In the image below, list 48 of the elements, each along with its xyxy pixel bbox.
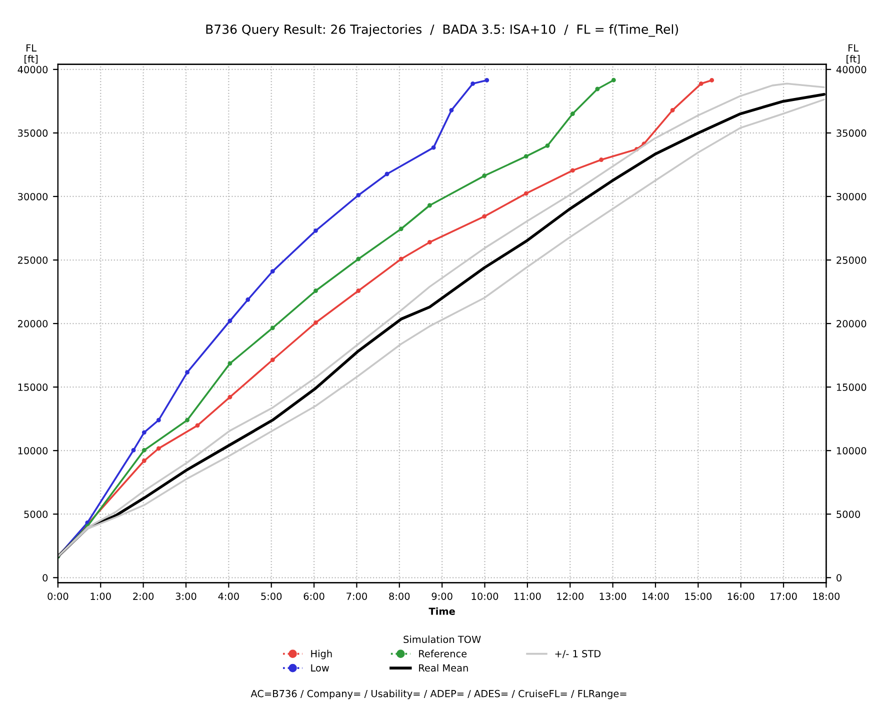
y2-tick-label: 10000 <box>836 447 866 454</box>
y-axis-title: FL [ft] <box>24 44 38 64</box>
y2-tick-label: 15000 <box>836 384 866 391</box>
x-tick-label: 12:00 <box>557 592 584 600</box>
y-tick-label: 30000 <box>18 192 48 200</box>
x-tick-label: 2:00 <box>133 592 154 600</box>
x-axis-title: Time <box>428 607 455 615</box>
y2-axis-title: FL [ft] <box>846 44 860 64</box>
y-tick-label: 25000 <box>18 256 48 264</box>
y-tick-label: 5000 <box>24 510 48 518</box>
x-tick-label: 1:00 <box>90 592 111 600</box>
y2-tick-label: 30000 <box>836 192 866 200</box>
x-tick-label: 18:00 <box>813 592 840 600</box>
y2-tick-label: 25000 <box>836 256 866 264</box>
x-tick-label: 6:00 <box>304 592 324 600</box>
legend-label: High <box>311 650 332 660</box>
x-tick-label: 17:00 <box>770 592 797 600</box>
x-tick-label: 16:00 <box>728 592 754 600</box>
x-tick-label: 5:00 <box>261 592 282 600</box>
x-tick-label: 4:00 <box>218 592 239 600</box>
y-tick-label: 10000 <box>18 447 48 454</box>
x-tick-label: 11:00 <box>514 592 541 600</box>
y-tick-label: 20000 <box>18 320 48 328</box>
x-tick-label: 3:00 <box>176 592 196 600</box>
x-tick-label: 8:00 <box>389 592 410 600</box>
chart-title: B736 Query Result: 26 Trajectories / BADA 3.5: ISA+10 / FL = f(Time_Rel) <box>206 24 678 37</box>
y2-tick-label: 20000 <box>836 320 866 328</box>
y-tick-label: 0 <box>42 574 48 582</box>
x-tick-label: 9:00 <box>432 592 452 600</box>
text: AC=B736 / Company= / Usability= / ADEP= / ADES= / CruiseFL= / FLRange= <box>250 690 626 700</box>
y2-tick-label: 5000 <box>836 510 860 518</box>
legend-label: +/- 1 STD <box>555 650 601 658</box>
y2-tick-label: 0 <box>836 574 842 582</box>
legend-label: Real Mean <box>419 664 468 672</box>
y-tick-label: 40000 <box>18 66 48 74</box>
legend-title: Simulation TOW <box>404 636 481 644</box>
legend-label: Reference <box>419 650 467 658</box>
legend-label: Low <box>311 664 329 672</box>
y2-tick-label: 35000 <box>836 129 866 137</box>
x-tick-label: 7:00 <box>346 592 367 600</box>
x-tick-label: 15:00 <box>685 592 712 600</box>
y-tick-label: 35000 <box>18 129 48 137</box>
x-tick-label: 13:00 <box>600 592 626 600</box>
y2-tick-label: 40000 <box>836 66 866 74</box>
y-tick-label: 15000 <box>18 384 48 391</box>
x-tick-label: 0:00 <box>48 592 68 600</box>
x-tick-label: 14:00 <box>642 592 669 600</box>
x-tick-label: 10:00 <box>472 592 498 600</box>
